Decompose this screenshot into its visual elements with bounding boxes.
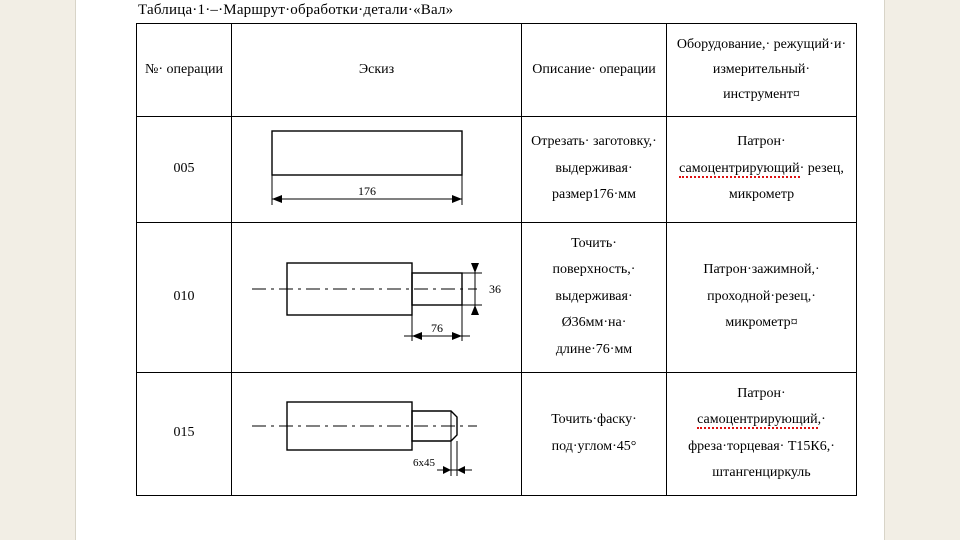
op-equip: Патрон· самоцентрирующий,· фреза·торцева… (667, 372, 857, 495)
processing-route-table: №· операции Эскиз Описание· операции Обо… (136, 23, 857, 496)
op-equip: Патрон· самоцентрирующий· резец, микроме… (667, 116, 857, 222)
equip-pre: Патрон· (737, 134, 785, 149)
equip-spell: самоцентрирующий (679, 161, 799, 178)
sketch-015: 6x45 (232, 384, 520, 484)
op-desc: Точить· поверхность,· выдерживая· Ø36мм·… (522, 222, 667, 372)
table-row: 015 6x45 (137, 372, 857, 495)
col-header-desc: Описание· операции (522, 24, 667, 117)
col-header-sketch: Эскиз (232, 24, 522, 117)
col-header-equip: Оборудование,· режущий·и· измерительный·… (667, 24, 857, 117)
equip-pre: Патрон· (737, 386, 785, 401)
sketch-cell: 6x45 (232, 372, 522, 495)
sketch-cell: 176 (232, 116, 522, 222)
sketch-cell: 36 76 (232, 222, 522, 372)
table-row: 005 176 Отрезать· заготовку,· выдерживая… (137, 116, 857, 222)
col-header-num: №· операции (137, 24, 232, 117)
equip-spell: самоцентрирующий (697, 412, 817, 429)
sketch-005: 176 (232, 117, 520, 222)
dim-d-text: 36 (489, 282, 501, 296)
dim-c-text: 6x45 (413, 457, 436, 469)
dim-l-text: 76 (431, 321, 443, 335)
table-caption: Таблица·1·–·Маршрут·обработки·детали·«Ва… (138, 2, 884, 19)
table-row: 010 36 (137, 222, 857, 372)
document-page: Таблица·1·–·Маршрут·обработки·детали·«Ва… (75, 0, 885, 540)
sketch-010: 36 76 (232, 241, 520, 353)
op-num: 015 (137, 372, 232, 495)
op-num: 005 (137, 116, 232, 222)
op-num: 010 (137, 222, 232, 372)
dim-text: 176 (358, 184, 376, 198)
op-equip: Патрон·зажимной,· проходной·резец,· микр… (667, 222, 857, 372)
table-header-row: №· операции Эскиз Описание· операции Обо… (137, 24, 857, 117)
op-desc: Отрезать· заготовку,· выдерживая· размер… (522, 116, 667, 222)
op-desc: Точить·фаску· под·углом·45° (522, 372, 667, 495)
